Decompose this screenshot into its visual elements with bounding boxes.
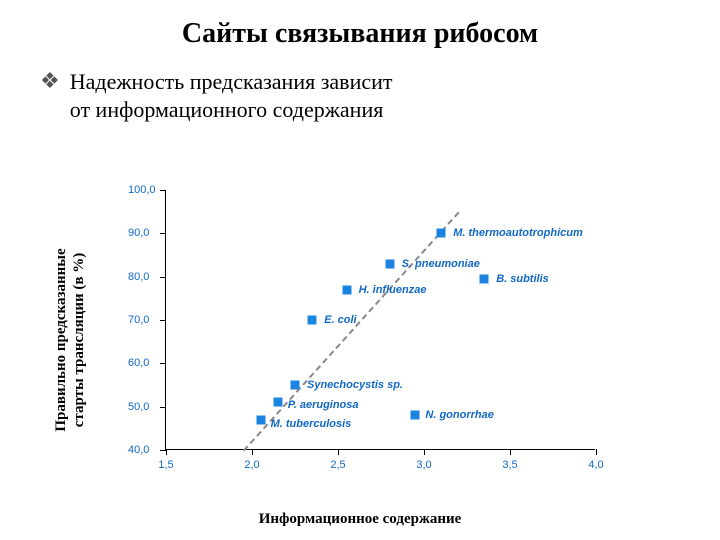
x-tick-label: 3,5 [502, 459, 517, 471]
data-point [273, 398, 282, 407]
data-point-label: N. gonorrhae [425, 409, 493, 421]
x-tick [596, 449, 597, 455]
x-axis-label: Информационное содержание [259, 511, 462, 528]
x-tick [510, 449, 511, 455]
data-point-label: E. coli [324, 314, 356, 326]
data-point [256, 415, 265, 424]
data-point [342, 285, 351, 294]
x-tick [338, 449, 339, 455]
y-tick-label: 70,0 [128, 314, 149, 326]
y-tick [160, 277, 166, 278]
y-tick-label: 60,0 [128, 357, 149, 369]
data-point [385, 259, 394, 268]
bullet-marker-icon: ❖ [40, 68, 60, 94]
bullet-line2: от информационного содержания [70, 97, 384, 122]
y-tick [160, 407, 166, 408]
y-tick [160, 320, 166, 321]
plot-area: 40,050,060,070,080,090,0100,01,52,02,53,… [165, 190, 595, 450]
y-tick-label: 90,0 [128, 227, 149, 239]
data-point-label: M. tuberculosis [271, 418, 352, 430]
y-tick-label: 50,0 [128, 401, 149, 413]
y-tick-label: 80,0 [128, 271, 149, 283]
x-tick [166, 449, 167, 455]
x-tick-label: 1,5 [158, 459, 173, 471]
data-point-label: S. pneumoniae [402, 258, 480, 270]
slide-title: Сайты связывания рибосом [0, 0, 720, 50]
data-point [308, 316, 317, 325]
data-point [291, 381, 300, 390]
bullet-line1: Надежность предсказания зависит [70, 69, 393, 94]
scatter-chart: Правильно предсказанные старты трансляци… [80, 180, 640, 500]
bullet-text: Надежность предсказания зависит от инфор… [70, 68, 393, 123]
y-tick [160, 233, 166, 234]
y-tick [160, 190, 166, 191]
data-point-label: H. influenzae [359, 284, 427, 296]
y-tick-label: 40,0 [128, 444, 149, 456]
y-axis-label: Правильно предсказанные старты трансляци… [52, 248, 88, 431]
data-point-label: M. thermoautotrophicum [453, 227, 583, 239]
data-point [411, 411, 420, 420]
bullet-item: ❖ Надежность предсказания зависит от инф… [40, 68, 720, 123]
data-point [437, 229, 446, 238]
x-tick-label: 2,5 [330, 459, 345, 471]
data-point [480, 274, 489, 283]
x-tick-label: 2,0 [244, 459, 259, 471]
y-tick [160, 363, 166, 364]
x-tick [424, 449, 425, 455]
data-point-label: B. subtilis [496, 273, 549, 285]
data-point-label: Synechocystis sp. [307, 379, 403, 391]
y-tick-label: 100,0 [128, 184, 156, 196]
x-tick-label: 4,0 [588, 459, 603, 471]
data-point-label: P. aeruginosa [288, 399, 359, 411]
x-tick [252, 449, 253, 455]
x-tick-label: 3,0 [416, 459, 431, 471]
